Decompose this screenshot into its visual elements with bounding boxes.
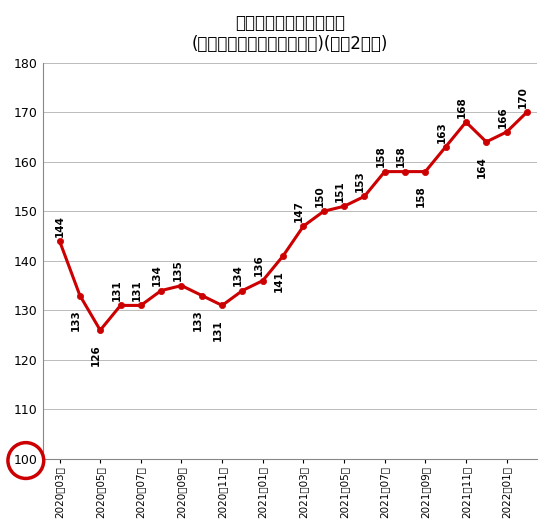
- Text: 150: 150: [315, 185, 325, 207]
- Text: 131: 131: [132, 279, 142, 301]
- Text: 131: 131: [213, 319, 223, 341]
- Text: 168: 168: [457, 96, 467, 118]
- Text: 153: 153: [355, 170, 365, 192]
- Title: 自動車ガソリン小売価格
(東京都区部、月ベース、円)(直近2年間): 自動車ガソリン小売価格 (東京都区部、月ベース、円)(直近2年間): [192, 14, 388, 53]
- Text: 133: 133: [71, 310, 81, 331]
- Text: 135: 135: [172, 260, 182, 281]
- Text: 144: 144: [55, 215, 64, 237]
- Text: 151: 151: [335, 180, 345, 202]
- Text: 126: 126: [91, 344, 101, 366]
- Text: 158: 158: [376, 146, 386, 168]
- Text: 158: 158: [416, 186, 426, 207]
- Text: 131: 131: [111, 279, 121, 301]
- Text: 141: 141: [274, 270, 284, 292]
- Text: 136: 136: [253, 255, 263, 277]
- Text: 164: 164: [477, 156, 487, 178]
- Text: 170: 170: [518, 86, 528, 108]
- Text: 166: 166: [498, 106, 507, 128]
- Text: 158: 158: [396, 146, 406, 168]
- Text: 133: 133: [193, 310, 203, 331]
- Text: 134: 134: [152, 264, 162, 286]
- Text: 163: 163: [436, 121, 446, 143]
- Text: 147: 147: [294, 200, 304, 222]
- Text: 134: 134: [233, 264, 244, 286]
